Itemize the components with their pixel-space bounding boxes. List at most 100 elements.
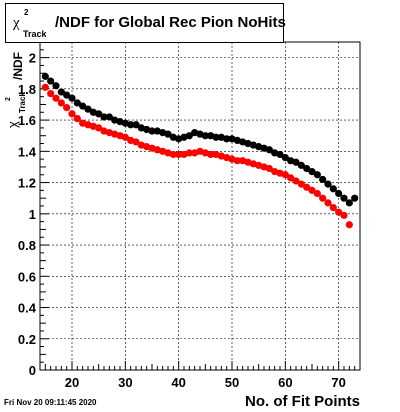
grid [40, 42, 360, 371]
data-point [73, 114, 81, 123]
data-point [73, 99, 81, 107]
data-point [303, 183, 311, 191]
data-point [345, 199, 353, 207]
y-tick-label: 0.4 [18, 301, 37, 316]
data-point [63, 91, 71, 99]
title-chi-symbol: χ [13, 15, 20, 31]
data-point [324, 180, 332, 188]
data-point [351, 194, 359, 202]
data-point [297, 161, 305, 169]
data-point [127, 121, 135, 129]
x-axis: 20 30 40 50 60 70 [44, 361, 361, 390]
data-point [105, 113, 113, 121]
x-tick-label: 30 [118, 375, 132, 390]
data-point [292, 177, 300, 185]
data-point [335, 208, 343, 216]
data-point [329, 185, 337, 193]
data-point [47, 89, 55, 98]
data-point [233, 157, 241, 165]
data-point [223, 135, 231, 143]
data-point [95, 124, 103, 132]
data-point [303, 164, 311, 173]
y-label-chi: χ [5, 121, 20, 128]
data-point [319, 175, 327, 184]
title-box: χ 2 Track /NDF for Global Rec Pion NoHit… [5, 3, 286, 43]
data-point [212, 133, 220, 141]
x-tick-label: 20 [65, 375, 79, 390]
data-point [148, 127, 156, 135]
data-point [276, 150, 284, 159]
data-point [175, 150, 183, 159]
data-point [41, 72, 49, 80]
data-point [41, 83, 49, 91]
y-tick-label: 1 [29, 207, 36, 222]
data-point [95, 110, 103, 118]
data-point [169, 150, 177, 159]
data-point [68, 94, 76, 102]
data-point [329, 203, 337, 212]
x-tick-label: 60 [278, 375, 292, 390]
data-point [121, 133, 129, 141]
data-point [319, 194, 327, 202]
title-subscript: Track [23, 29, 47, 39]
y-label-sup: 2 [5, 97, 12, 101]
data-point [287, 174, 295, 182]
y-tick-label: 1.6 [18, 113, 36, 128]
title-superscript: 2 [24, 8, 29, 17]
series-1 [41, 83, 353, 229]
y-label-sub: Track [18, 92, 27, 113]
y-tick-label: 2 [29, 51, 36, 66]
data-point [313, 171, 321, 179]
data-point [185, 149, 193, 157]
data-point [57, 88, 65, 96]
data-point [335, 189, 343, 198]
data-point [185, 132, 193, 140]
data-series [41, 72, 359, 229]
y-tick-label: 1.2 [18, 176, 36, 191]
x-tick-label: 70 [331, 375, 345, 390]
data-point [292, 158, 300, 166]
data-point [57, 99, 65, 107]
plot-frame [39, 41, 361, 371]
data-point [132, 138, 140, 146]
series-0 [41, 72, 359, 207]
y-tick-label: 0.2 [18, 332, 36, 347]
y-label-rest: /NDF [11, 52, 25, 80]
data-point [63, 104, 71, 112]
data-point [132, 121, 140, 129]
data-point [313, 189, 321, 198]
data-point [265, 164, 273, 173]
data-point [47, 77, 55, 85]
y-axis-label: χ 2 Track /NDF [5, 52, 27, 128]
data-point [79, 102, 87, 110]
data-point [52, 82, 60, 90]
chart-title: /NDF for Global Rec Pion NoHits [55, 14, 286, 31]
data-point [308, 186, 316, 194]
data-point [207, 150, 215, 159]
data-point [324, 199, 332, 207]
y-tick-label: 0.6 [18, 269, 36, 284]
data-point [201, 132, 209, 140]
data-point [265, 146, 273, 154]
data-point [68, 110, 76, 118]
data-point [340, 211, 348, 219]
y-axis: 0 0.2 0.4 0.6 0.8 1 1.2 1.4 1.6 1.8 2 [18, 41, 49, 378]
data-point [308, 168, 316, 176]
data-point [100, 113, 108, 121]
x-tick-label: 40 [171, 375, 185, 390]
timestamp-footer: Fri Nov 20 09:11:45 2020 [4, 398, 97, 407]
data-point [297, 180, 305, 188]
data-point [281, 171, 289, 179]
y-tick-label: 1.4 [18, 144, 37, 159]
data-point [345, 221, 353, 229]
y-tick-label: 0 [29, 363, 36, 378]
x-axis-label: No. of Fit Points [245, 393, 360, 410]
data-point [52, 94, 60, 102]
data-point [340, 194, 348, 202]
data-point [281, 153, 289, 162]
y-tick-label: 0.8 [18, 238, 36, 253]
data-point [164, 130, 172, 138]
data-point [84, 105, 92, 113]
y-tick-label: 1.8 [18, 82, 36, 97]
